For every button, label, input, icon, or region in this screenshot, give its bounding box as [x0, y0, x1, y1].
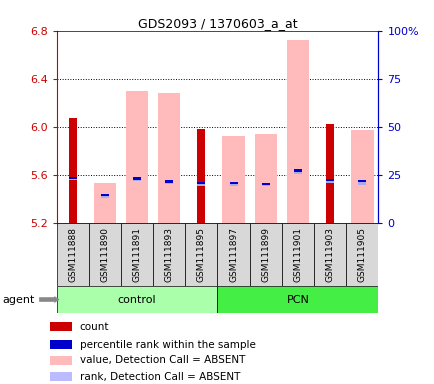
Bar	[185, 223, 217, 286]
Bar	[50, 372, 72, 381]
Bar	[326, 179, 333, 181]
Bar	[69, 177, 76, 180]
Title: GDS2093 / 1370603_a_at: GDS2093 / 1370603_a_at	[138, 17, 296, 30]
Bar	[286, 40, 309, 223]
Bar	[101, 194, 108, 196]
Bar	[345, 223, 378, 286]
Bar	[56, 223, 89, 286]
Bar	[249, 223, 281, 286]
Bar	[254, 134, 276, 223]
Bar	[326, 180, 333, 182]
Bar	[50, 356, 72, 365]
Bar	[69, 118, 76, 223]
Bar	[222, 136, 244, 223]
Bar	[165, 181, 173, 184]
Text: GSM111899: GSM111899	[261, 227, 270, 282]
Text: GSM111888: GSM111888	[68, 227, 77, 282]
Bar	[261, 184, 269, 186]
Bar	[293, 171, 301, 174]
Text: agent: agent	[2, 295, 34, 305]
Bar	[158, 93, 180, 223]
Text: GSM111891: GSM111891	[132, 227, 141, 282]
Text: GSM111897: GSM111897	[229, 227, 237, 282]
Bar	[133, 178, 141, 181]
Bar	[165, 180, 173, 182]
Bar	[358, 180, 365, 182]
Text: GSM111893: GSM111893	[164, 227, 173, 282]
Bar	[125, 91, 148, 223]
Bar	[326, 124, 333, 223]
Bar	[197, 182, 205, 184]
Bar	[358, 182, 365, 185]
Bar	[56, 286, 217, 313]
Text: control: control	[118, 295, 156, 305]
Text: GSM111890: GSM111890	[100, 227, 109, 282]
Bar	[197, 182, 205, 185]
Bar	[133, 177, 141, 180]
Text: count: count	[80, 322, 109, 332]
Bar	[229, 182, 237, 184]
Bar	[101, 195, 108, 199]
Bar	[313, 223, 345, 286]
Bar	[153, 223, 185, 286]
Text: rank, Detection Call = ABSENT: rank, Detection Call = ABSENT	[80, 372, 240, 382]
Text: GSM111903: GSM111903	[325, 227, 334, 282]
Bar	[69, 177, 76, 179]
Text: GSM111901: GSM111901	[293, 227, 302, 282]
Text: value, Detection Call = ABSENT: value, Detection Call = ABSENT	[80, 356, 245, 366]
Bar	[281, 223, 313, 286]
Bar	[121, 223, 153, 286]
Bar	[89, 223, 121, 286]
Bar	[197, 129, 205, 223]
Bar	[229, 182, 237, 185]
Text: PCN: PCN	[286, 295, 309, 305]
Text: GSM111905: GSM111905	[357, 227, 366, 282]
Bar	[50, 340, 72, 349]
Bar	[350, 130, 373, 223]
Text: GSM111895: GSM111895	[197, 227, 205, 282]
Bar	[293, 169, 301, 172]
Text: percentile rank within the sample: percentile rank within the sample	[80, 339, 255, 349]
Bar	[217, 286, 378, 313]
Bar	[217, 223, 249, 286]
Bar	[50, 323, 72, 331]
Bar	[261, 183, 269, 185]
Bar	[93, 183, 116, 223]
